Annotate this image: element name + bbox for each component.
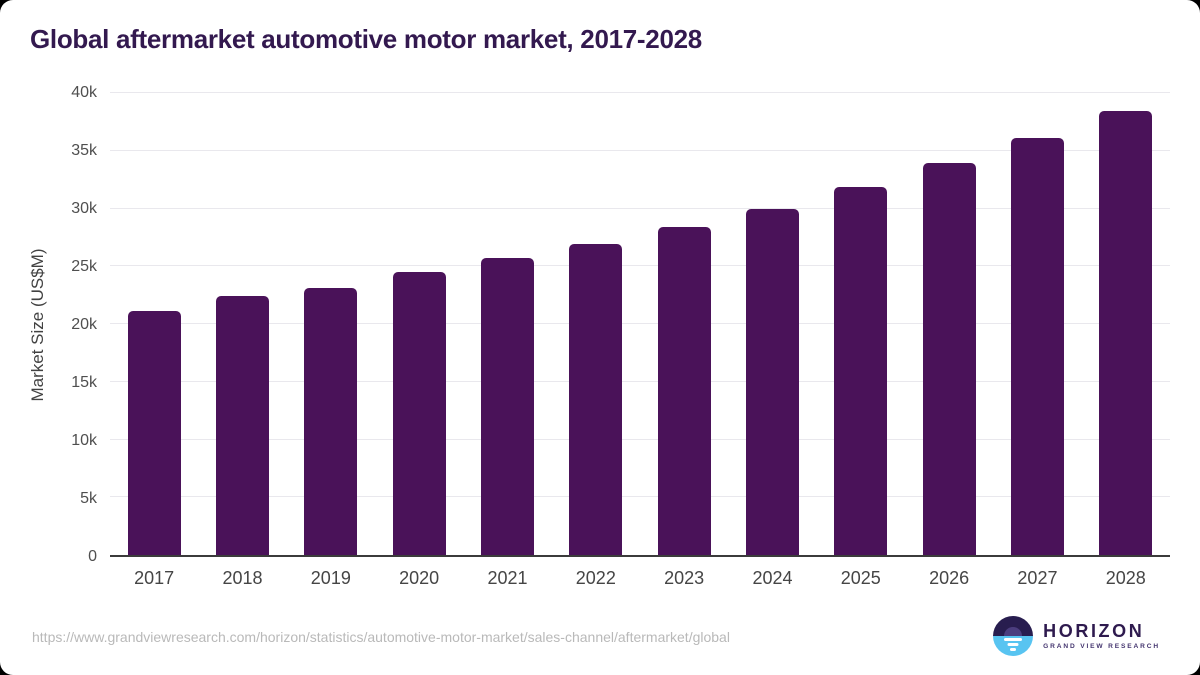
gridlines bbox=[110, 92, 1170, 555]
bar-2024[interactable] bbox=[745, 208, 799, 555]
bar-cell bbox=[198, 93, 286, 555]
y-tick-label: 40k bbox=[71, 84, 97, 101]
wave-icon bbox=[1004, 638, 1023, 641]
horizon-logo-icon bbox=[993, 616, 1034, 656]
y-tick-label: 30k bbox=[71, 200, 97, 217]
gridline bbox=[110, 207, 1170, 209]
y-tick-label: 10k bbox=[71, 432, 97, 449]
bar-2028[interactable] bbox=[1099, 111, 1153, 555]
logo-name: HORIZON bbox=[1043, 621, 1145, 641]
bar-2018[interactable] bbox=[215, 296, 269, 555]
x-tick-label: 2022 bbox=[575, 568, 616, 588]
x-tick-label: 2020 bbox=[399, 568, 440, 588]
x-tick-label: 2021 bbox=[487, 568, 528, 588]
logo-subtitle: GRAND VIEW RESEARCH bbox=[1043, 643, 1160, 650]
gridline bbox=[110, 149, 1170, 151]
x-axis-labels: 2017 2018 2019 2020 2021 2022 2023 2024 2025 2026… bbox=[110, 568, 1170, 589]
x-tick-label: 2023 bbox=[664, 568, 705, 588]
bars-row bbox=[110, 93, 1170, 555]
gridline bbox=[110, 496, 1170, 498]
x-tick-label: 2026 bbox=[929, 568, 970, 588]
bar-2023[interactable] bbox=[657, 226, 711, 555]
y-tick-label: 25k bbox=[71, 258, 97, 275]
bar-cell bbox=[993, 93, 1081, 555]
gridline bbox=[110, 92, 1170, 93]
bar-cell bbox=[463, 93, 551, 555]
gridline bbox=[110, 323, 1170, 324]
bar-cell bbox=[817, 93, 905, 555]
wave-icon bbox=[1007, 643, 1019, 646]
bar-cell bbox=[728, 93, 816, 555]
x-tick-label: 2018 bbox=[222, 568, 263, 588]
x-tick-label: 2027 bbox=[1017, 568, 1058, 588]
y-tick-label: 15k bbox=[71, 374, 97, 391]
sun-icon bbox=[1004, 627, 1023, 636]
y-tick-label: 5k bbox=[80, 490, 97, 507]
source-url: https://www.grandviewresearch.com/horizo… bbox=[32, 629, 730, 645]
bar-cell bbox=[375, 93, 463, 555]
bar-2017[interactable] bbox=[127, 311, 181, 555]
logo-text: HORIZON GRAND VIEW RESEARCH bbox=[1043, 622, 1160, 650]
bar-2021[interactable] bbox=[480, 258, 534, 555]
y-tick-label: 0 bbox=[88, 548, 97, 565]
bar-2025[interactable] bbox=[834, 186, 888, 555]
bar-cell bbox=[552, 93, 640, 555]
bar-2027[interactable] bbox=[1010, 138, 1064, 555]
x-tick-label: 2025 bbox=[840, 568, 881, 588]
bar-cell bbox=[1082, 93, 1170, 555]
x-tick-label: 2017 bbox=[134, 568, 175, 588]
bar-2022[interactable] bbox=[569, 244, 623, 555]
bar-2026[interactable] bbox=[922, 163, 976, 555]
y-tick-label: 35k bbox=[71, 142, 97, 159]
bar-cell bbox=[110, 93, 198, 555]
bar-cell bbox=[287, 93, 375, 555]
x-tick-label: 2019 bbox=[310, 568, 351, 588]
bar-cell bbox=[905, 93, 993, 555]
y-tick-label: 20k bbox=[71, 316, 97, 333]
gridline bbox=[110, 380, 1170, 382]
bar-cell bbox=[640, 93, 728, 555]
gridline bbox=[110, 438, 1170, 440]
x-tick-label: 2024 bbox=[752, 568, 793, 588]
wave-icon bbox=[1010, 648, 1017, 651]
gridline bbox=[110, 265, 1170, 267]
x-tick-label: 2028 bbox=[1105, 568, 1146, 588]
horizon-logo: HORIZON GRAND VIEW RESEARCH bbox=[993, 616, 1160, 656]
bar-2020[interactable] bbox=[392, 272, 446, 555]
bar-2019[interactable] bbox=[304, 288, 358, 555]
plot-area bbox=[110, 92, 1170, 557]
chart-title: Global aftermarket automotive motor mark… bbox=[30, 24, 702, 54]
y-axis-labels: 0 5k 10k 15k 20k 25k 30k 35k 40k bbox=[0, 85, 97, 565]
